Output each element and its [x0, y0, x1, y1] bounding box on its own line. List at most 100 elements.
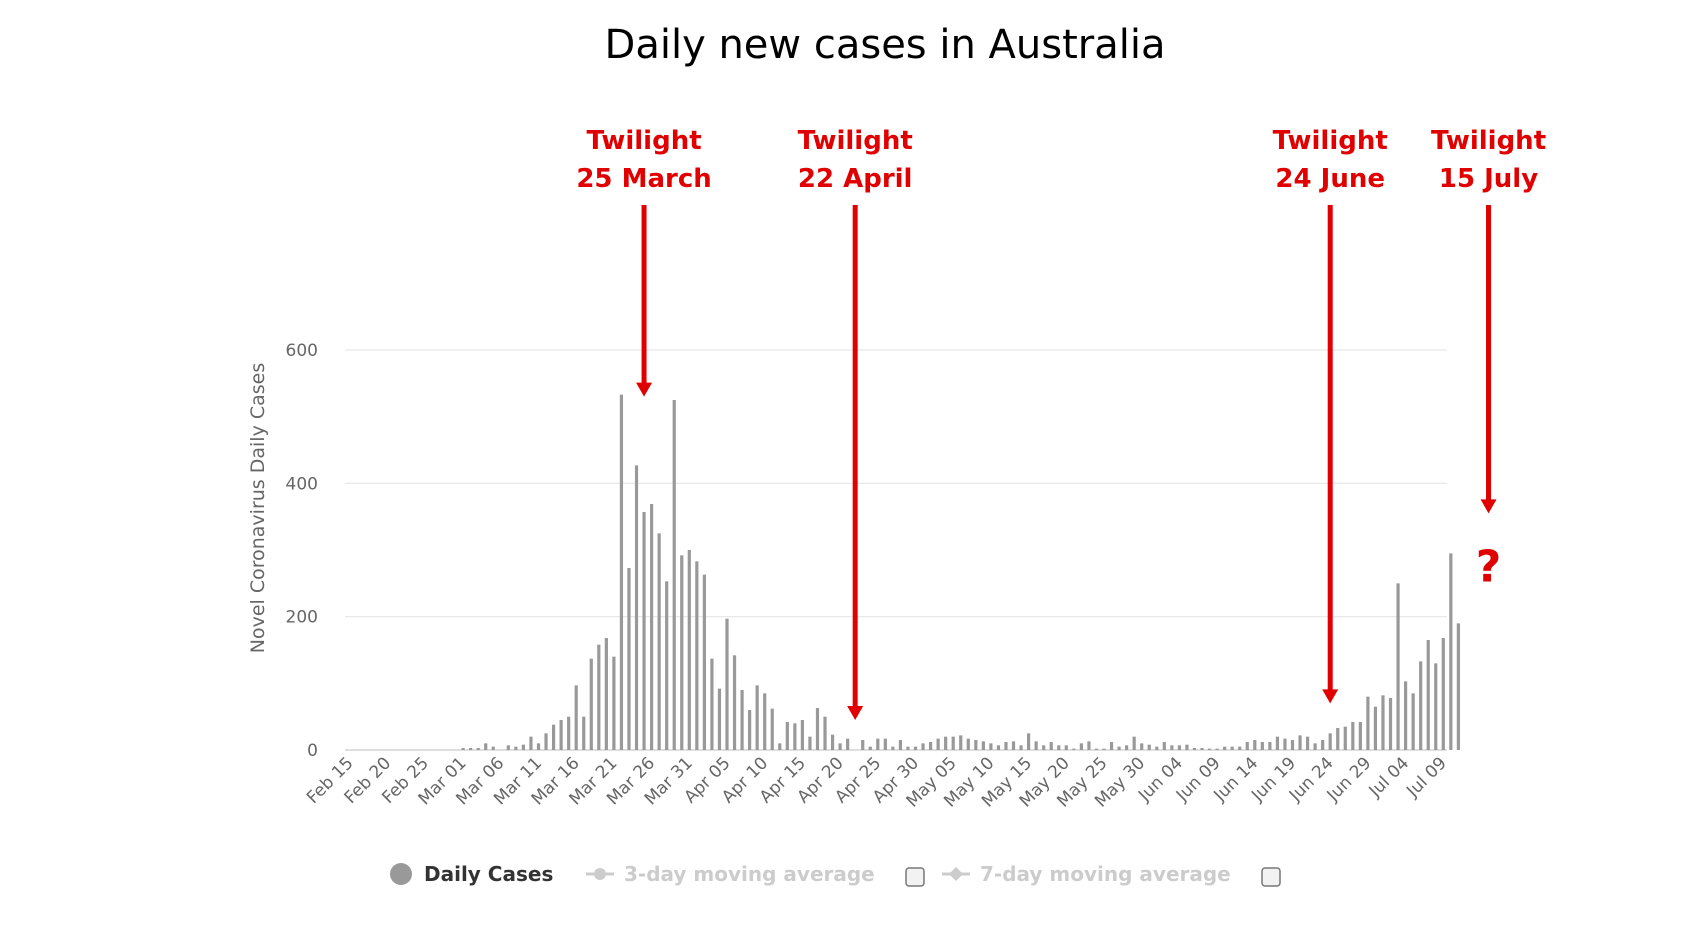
annotation-question-mark: ?	[1476, 541, 1502, 592]
bar	[1290, 740, 1295, 750]
bar	[1260, 742, 1264, 750]
bar	[906, 746, 910, 750]
bar	[536, 743, 541, 750]
bar	[936, 738, 940, 750]
bar	[1381, 695, 1385, 750]
bar	[1155, 746, 1159, 750]
bar	[544, 733, 548, 750]
bar	[861, 740, 865, 750]
bar	[551, 724, 556, 750]
bar	[868, 746, 872, 750]
bar	[514, 746, 518, 750]
bar	[1162, 742, 1166, 750]
bar	[876, 738, 880, 750]
legend-item-7-day-average[interactable]: 7-day moving average	[942, 862, 1231, 886]
annotation-label-line1: Twilight	[798, 126, 913, 156]
bar	[1328, 733, 1332, 750]
annotation: Twilight 22 April	[798, 126, 913, 720]
bar	[589, 658, 593, 750]
bar	[989, 743, 993, 750]
bar	[1079, 743, 1083, 750]
annotation-label-line1: Twilight	[586, 126, 701, 156]
y-tick-label: 0	[307, 741, 318, 761]
bar	[1283, 738, 1287, 750]
bar	[921, 743, 925, 750]
bar	[1358, 722, 1362, 750]
bar	[567, 716, 571, 750]
bar	[1004, 742, 1008, 750]
bar	[627, 568, 631, 750]
bar	[1140, 743, 1144, 750]
bar	[1072, 748, 1076, 750]
bar	[702, 574, 706, 750]
annotation: Twilight 15 July?	[1431, 126, 1546, 592]
bar	[582, 716, 586, 750]
bar	[506, 745, 510, 750]
bar	[521, 744, 526, 750]
bar	[1027, 733, 1031, 750]
y-axis-ticks: 0 200 400 600	[286, 341, 318, 761]
bar	[974, 740, 978, 750]
bar	[1102, 748, 1106, 750]
bar	[1238, 746, 1242, 750]
bar	[642, 512, 646, 750]
bar	[1388, 698, 1393, 750]
bar	[748, 710, 752, 750]
bar	[1253, 740, 1257, 750]
bar	[1192, 748, 1197, 750]
annotation-label-line2: 22 April	[798, 164, 913, 194]
bar	[1132, 736, 1136, 750]
annotation-arrowhead	[1480, 499, 1497, 514]
bar	[1042, 745, 1046, 750]
bar	[461, 748, 465, 750]
bar	[996, 745, 1001, 750]
bar	[1125, 745, 1129, 750]
checkbox-7-day-average[interactable]	[1261, 867, 1281, 887]
legend: Daily Cases 3-day moving average 7-day m…	[390, 862, 1281, 887]
bar	[1404, 681, 1408, 750]
bar	[1094, 748, 1099, 750]
bar	[1313, 743, 1317, 750]
legend-item-3-day-average[interactable]: 3-day moving average	[586, 862, 875, 886]
bar	[725, 618, 729, 750]
bar	[1419, 661, 1423, 750]
bar	[687, 550, 691, 750]
bar	[1064, 745, 1068, 750]
bar	[672, 400, 676, 750]
bar	[1245, 742, 1249, 750]
bar	[665, 581, 669, 750]
bar	[928, 742, 933, 750]
bar	[1147, 744, 1151, 750]
annotation: Twilight 24 June	[1273, 126, 1388, 704]
bar	[1305, 736, 1310, 750]
legend-label-3-day-average: 3-day moving average	[624, 862, 875, 886]
bar	[1170, 745, 1174, 750]
bar	[717, 688, 722, 750]
bar	[1426, 640, 1430, 750]
bar	[898, 740, 903, 750]
bar	[604, 638, 608, 750]
bar	[491, 746, 495, 750]
bar	[732, 655, 737, 750]
bar	[913, 746, 918, 750]
bar	[1351, 722, 1355, 750]
checkbox-3-day-average[interactable]	[905, 867, 925, 887]
bar	[1117, 746, 1121, 750]
bar	[740, 690, 744, 750]
bar	[1057, 745, 1061, 750]
legend-item-daily-cases[interactable]: Daily Cases	[390, 862, 553, 886]
bar	[469, 748, 473, 750]
bar	[966, 738, 970, 750]
bar	[1275, 736, 1280, 750]
bar	[981, 741, 985, 750]
bar	[1019, 745, 1023, 750]
bar	[959, 735, 963, 750]
annotation-arrowhead	[1322, 689, 1339, 704]
bar	[1268, 742, 1272, 750]
bar	[710, 658, 714, 750]
bar	[1449, 553, 1453, 750]
bar	[1049, 742, 1053, 750]
bar	[823, 716, 827, 750]
